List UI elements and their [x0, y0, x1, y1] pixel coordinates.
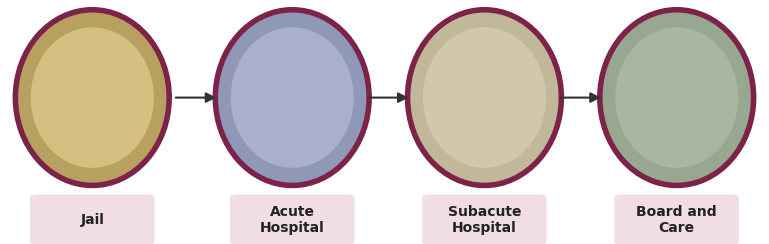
Text: Subacute
Hospital: Subacute Hospital [448, 204, 521, 235]
FancyBboxPatch shape [615, 195, 738, 244]
Ellipse shape [31, 27, 154, 168]
FancyBboxPatch shape [31, 195, 154, 244]
Text: Acute
Hospital: Acute Hospital [260, 204, 325, 235]
Ellipse shape [423, 27, 546, 168]
FancyBboxPatch shape [423, 195, 546, 244]
FancyBboxPatch shape [231, 195, 354, 244]
Ellipse shape [615, 27, 738, 168]
Ellipse shape [215, 10, 369, 185]
Text: Board and
Care: Board and Care [637, 204, 717, 235]
Ellipse shape [231, 27, 354, 168]
Text: Jail: Jail [80, 213, 105, 227]
Ellipse shape [15, 10, 169, 185]
Ellipse shape [408, 10, 561, 185]
Ellipse shape [600, 10, 754, 185]
